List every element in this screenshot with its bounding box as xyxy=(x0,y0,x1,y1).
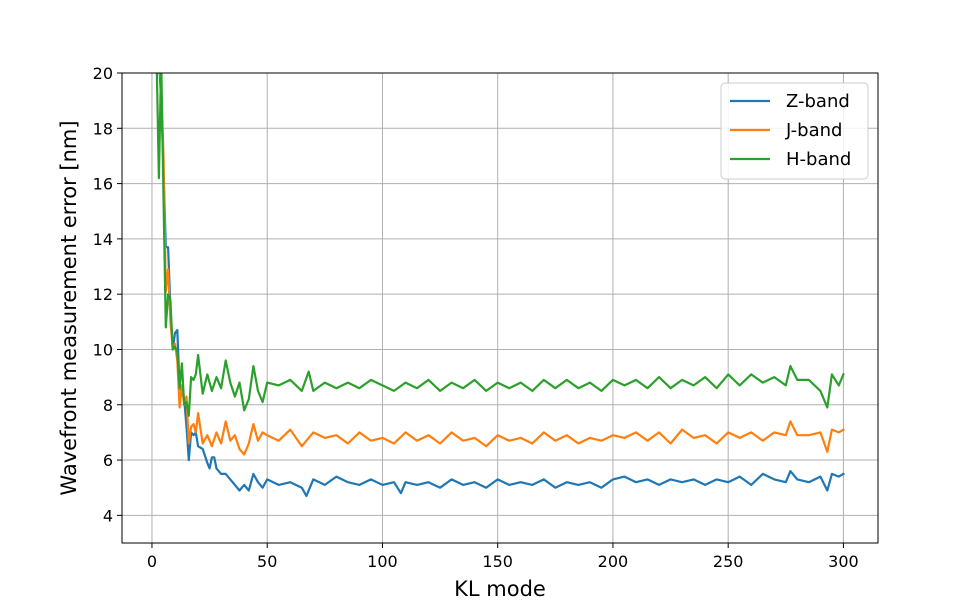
plot-frame xyxy=(121,72,879,544)
x-tick-label: 50 xyxy=(257,552,277,571)
y-tick-label: 4 xyxy=(103,506,113,525)
x-axis-ticks: 0 50 100 150 200 250 300 xyxy=(147,543,859,571)
legend: Z-band J-band H-band xyxy=(720,82,869,180)
x-tick-label: 200 xyxy=(598,552,629,571)
x-tick-label: 300 xyxy=(828,552,859,571)
y-tick-label: 6 xyxy=(103,451,113,470)
y-tick-label: 10 xyxy=(93,340,113,359)
y-tick-label: 14 xyxy=(93,230,113,249)
x-tick-label: 100 xyxy=(367,552,398,571)
y-axis-ticks: 4 6 8 10 12 14 16 18 20 xyxy=(93,64,122,525)
series-lines xyxy=(155,73,845,498)
series-line-h-band xyxy=(155,73,845,417)
x-tick-label: 250 xyxy=(713,552,744,571)
legend-box xyxy=(720,82,869,180)
y-tick-label: 16 xyxy=(93,175,113,194)
x-gridlines xyxy=(151,73,844,543)
x-axis-label: KL mode xyxy=(454,577,546,601)
y-tick-label: 12 xyxy=(93,285,113,304)
legend-label-z-band: Z-band xyxy=(786,91,850,112)
series-line-j-band xyxy=(158,73,845,456)
x-tick-label: 0 xyxy=(147,552,157,571)
legend-label-j-band: J-band xyxy=(785,120,842,141)
y-tick-label: 8 xyxy=(103,396,113,415)
y-tick-label: 20 xyxy=(93,64,113,83)
y-axis-label: Wavefront measurement error [nm] xyxy=(57,120,81,495)
y-tick-label: 18 xyxy=(93,119,113,138)
legend-label-h-band: H-band xyxy=(786,149,851,170)
x-tick-label: 150 xyxy=(482,552,513,571)
